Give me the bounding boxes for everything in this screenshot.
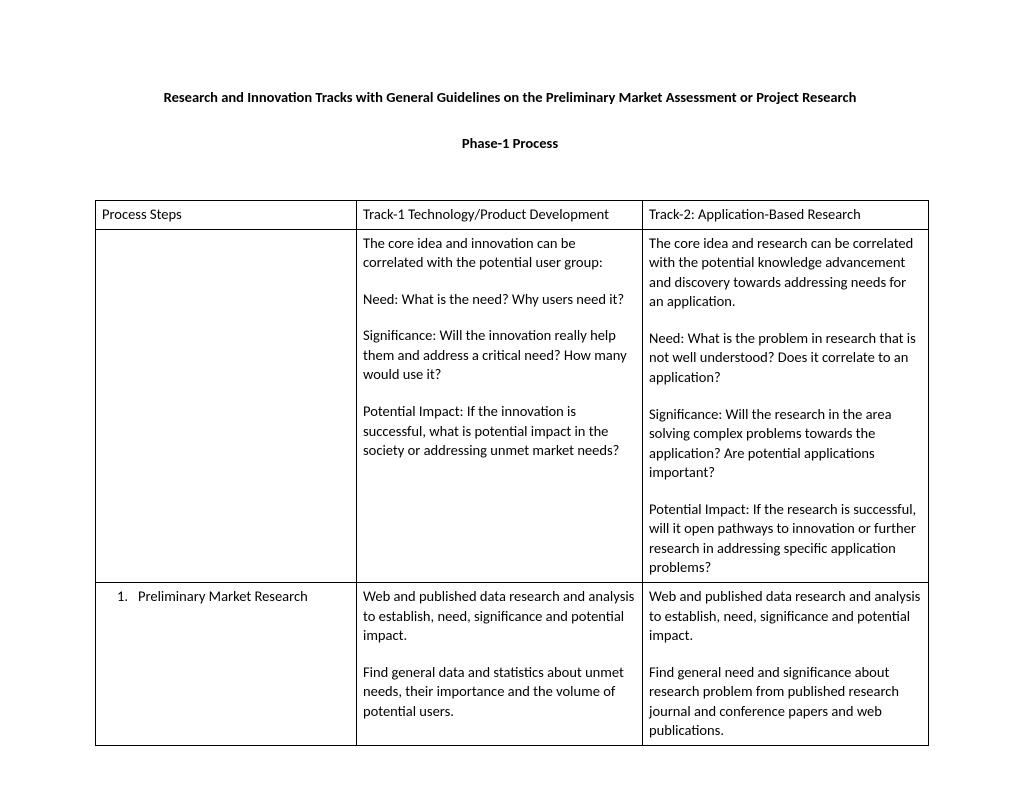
process-step-cell [96,229,357,582]
table-row: The core idea and innovation can be corr… [96,229,929,582]
track1-cell: The core idea and innovation can be corr… [357,229,643,582]
header-track2: Track-2: Application-Based Research [643,201,929,230]
document-subtitle: Phase-1 Process [95,134,925,152]
cell-paragraph: Potential Impact: If the research is suc… [649,500,922,578]
cell-paragraph: Find general data and statistics about u… [363,663,636,722]
cell-paragraph: The core idea and research can be correl… [649,234,922,312]
cell-paragraph: Need: What is the need? Why users need i… [363,290,636,310]
document-title: Research and Innovation Tracks with Gene… [95,88,925,106]
table-row: 1. Preliminary Market Research Web and pu… [96,583,929,746]
step-label: Preliminary Market Research [138,587,308,605]
header-process-steps: Process Steps [96,201,357,230]
table-header-row: Process Steps Track-1 Technology/Product… [96,201,929,230]
track1-cell: Web and published data research and anal… [357,583,643,746]
cell-paragraph: Need: What is the problem in research th… [649,329,922,388]
process-table: Process Steps Track-1 Technology/Product… [95,200,929,746]
track2-cell: Web and published data research and anal… [643,583,929,746]
cell-paragraph: Significance: Will the innovation really… [363,326,636,385]
track2-cell: The core idea and research can be correl… [643,229,929,582]
process-step-cell: 1. Preliminary Market Research [96,583,357,746]
cell-paragraph: The core idea and innovation can be corr… [363,234,636,273]
cell-paragraph: Web and published data research and anal… [363,587,636,646]
document-page: Research and Innovation Tracks with Gene… [0,0,1020,746]
cell-paragraph: Find general need and significance about… [649,663,922,741]
step-number: 1. [102,587,128,607]
cell-paragraph: Significance: Will the research in the a… [649,405,922,483]
cell-paragraph: Web and published data research and anal… [649,587,922,646]
cell-paragraph: Potential Impact: If the innovation is s… [363,402,636,461]
header-track1: Track-1 Technology/Product Development [357,201,643,230]
